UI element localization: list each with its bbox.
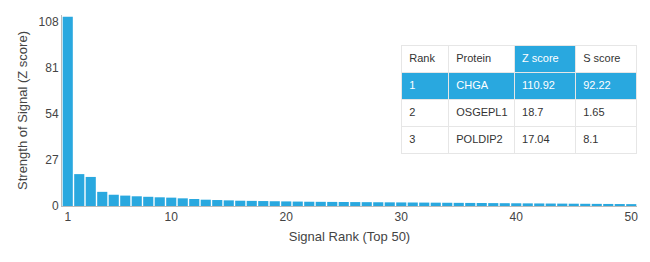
svg-text:Signal Rank (Top 50): Signal Rank (Top 50) xyxy=(289,229,410,244)
svg-text:S score: S score xyxy=(583,52,620,64)
svg-text:Rank: Rank xyxy=(409,52,435,64)
svg-text:Strength of Signal (Z score): Strength of Signal (Z score) xyxy=(15,31,30,190)
svg-text:0: 0 xyxy=(52,199,59,213)
svg-text:8.1: 8.1 xyxy=(583,133,598,145)
svg-text:110.92: 110.92 xyxy=(522,79,555,91)
svg-text:54: 54 xyxy=(45,107,59,121)
svg-text:CHGA: CHGA xyxy=(456,79,488,91)
svg-text:2: 2 xyxy=(409,106,415,118)
svg-text:18.7: 18.7 xyxy=(522,106,543,118)
svg-text:OSGEPL1: OSGEPL1 xyxy=(456,106,507,118)
svg-text:20: 20 xyxy=(280,210,294,224)
svg-text:3: 3 xyxy=(409,133,415,145)
svg-text:81: 81 xyxy=(45,61,59,75)
svg-text:1.65: 1.65 xyxy=(583,106,604,118)
svg-text:30: 30 xyxy=(395,210,409,224)
svg-text:50: 50 xyxy=(625,210,639,224)
svg-text:17.04: 17.04 xyxy=(522,133,550,145)
svg-text:10: 10 xyxy=(165,210,179,224)
svg-text:92.22: 92.22 xyxy=(583,79,611,91)
svg-text:1: 1 xyxy=(409,79,415,91)
svg-text:40: 40 xyxy=(510,210,524,224)
svg-text:1: 1 xyxy=(64,210,71,224)
svg-text:Z score: Z score xyxy=(522,52,559,64)
svg-text:108: 108 xyxy=(39,15,59,29)
svg-text:Protein: Protein xyxy=(456,52,491,64)
svg-text:27: 27 xyxy=(45,153,59,167)
svg-text:POLDIP2: POLDIP2 xyxy=(456,133,502,145)
